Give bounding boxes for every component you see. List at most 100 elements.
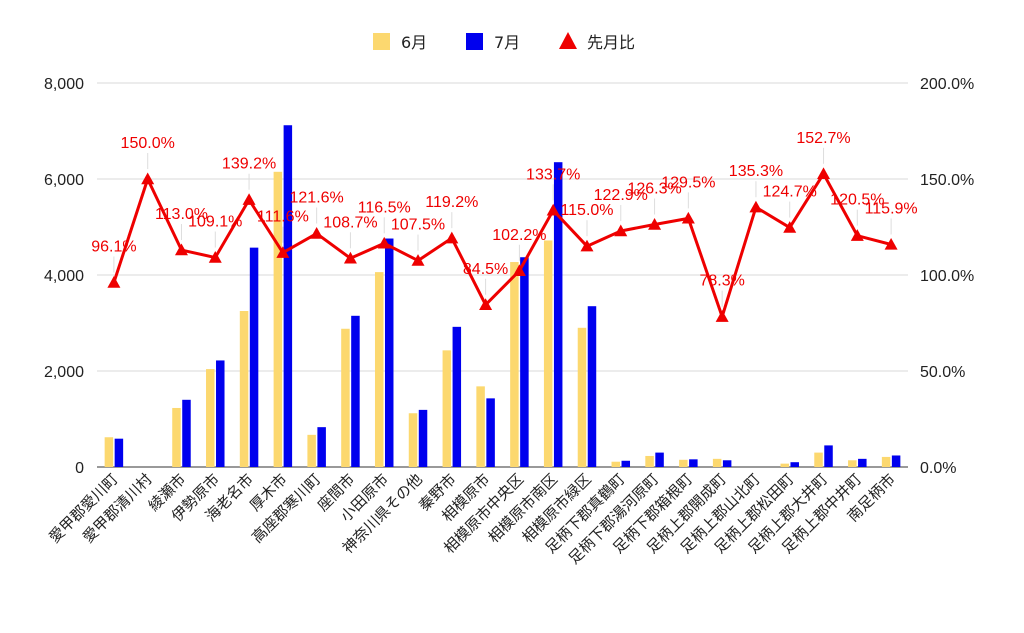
ratio-data-label: 113.0% [155, 206, 208, 223]
gridlines [97, 82, 908, 468]
bar-july [891, 455, 901, 467]
ratio-point-marker [580, 239, 594, 252]
left-tick-label: 4,000 [44, 268, 84, 285]
ratio-data-label: 78.3% [699, 273, 744, 290]
bar-july [452, 326, 462, 467]
ratio-point-marker [783, 221, 797, 233]
bar-june [341, 328, 350, 467]
bar-june [476, 386, 485, 467]
bar-june [645, 455, 654, 467]
ratio-data-label: 150.0% [121, 135, 175, 152]
legend-item[interactable]: 7月 [466, 33, 520, 52]
ratio-point-marker [749, 200, 763, 213]
ratio-point-marker [242, 193, 256, 205]
legend-label: 6月 [401, 33, 427, 52]
ratio-point-marker [715, 310, 729, 322]
bar-july [418, 409, 428, 467]
ratio-data-label: 111.6% [257, 209, 309, 226]
legend-item[interactable]: 6月 [373, 33, 427, 52]
ratio-point-marker [546, 203, 560, 216]
bar-july [553, 162, 563, 467]
ratio-data-label: 102.2% [492, 227, 546, 244]
bar-june [408, 413, 418, 467]
bar-june [172, 407, 181, 467]
ratio-point-marker [512, 264, 526, 276]
ratio-data-label: 84.5% [463, 261, 508, 278]
ratio-data-label: 120.5% [830, 192, 884, 209]
ratio-point-marker [343, 251, 357, 264]
bar-june [442, 350, 452, 467]
right-axis-ticks: 0.0% 50.0% 100.0% 150.0% 200.0% [920, 76, 974, 477]
legend-label: 先月比 [587, 33, 635, 52]
ratio-point-marker [614, 224, 628, 237]
left-tick-label: 0 [75, 460, 84, 477]
bar-june [577, 327, 587, 467]
ratio-data-label: 116.5% [358, 199, 411, 216]
bar-july [722, 460, 732, 467]
bar-july [689, 459, 698, 467]
bar-july [587, 306, 597, 467]
bar-june [374, 272, 384, 467]
bar-june [273, 171, 283, 468]
legend-triangle-icon [559, 32, 577, 49]
ratio-point-marker [276, 246, 290, 258]
ratio-data-label: 108.7% [323, 214, 377, 231]
left-tick-label: 8,000 [44, 76, 84, 93]
bar-june [848, 460, 857, 467]
right-tick-label: 100.0% [920, 268, 974, 285]
ratio-data-label: 124.7% [763, 184, 817, 201]
ratio-point-marker [377, 236, 391, 249]
legend-item[interactable]: 先月比 [559, 32, 635, 52]
ratio-point-marker [681, 211, 695, 224]
bar-june [510, 262, 519, 467]
ratio-point-marker [648, 218, 662, 230]
bar-july [317, 427, 326, 467]
ratio-data-label: 139.2% [222, 156, 276, 173]
legend[interactable]: 6月 7月 先月比 [373, 32, 635, 52]
ratio-data-label: 122.9% [594, 187, 648, 204]
ratio-line [112, 172, 892, 319]
bar-june [712, 458, 722, 467]
ratio-data-label: 133.7% [526, 166, 580, 183]
bar-june [543, 240, 553, 467]
bar-june [611, 461, 621, 467]
bar-july [621, 460, 631, 467]
ratio-point-marker [884, 237, 898, 250]
ratio-point-marker [141, 172, 155, 185]
ratio-point-marker [174, 243, 188, 256]
bar-june [104, 437, 114, 467]
bar-july [351, 315, 360, 467]
left-axis-ticks: 0 2,000 4,000 6,000 8,000 [44, 76, 84, 477]
ratio-data-label: 126.3% [627, 181, 681, 198]
left-tick-label: 2,000 [44, 364, 84, 381]
ratio-data-label: 152.7% [796, 130, 850, 147]
bar-june [780, 463, 789, 467]
bar-june [679, 459, 688, 467]
ratio-point-marker [310, 227, 324, 239]
ratio-data-label: 115.0% [560, 202, 613, 219]
bar-july [486, 398, 495, 467]
ratio-data-label: 129.5% [661, 174, 715, 191]
bar-july [655, 452, 664, 467]
bar-june [206, 369, 215, 467]
bar-june [307, 434, 316, 467]
legend-swatch [373, 33, 390, 50]
bar-june [239, 311, 249, 467]
bar-july [216, 360, 225, 467]
ratio-data-label: 135.3% [729, 163, 783, 180]
legend-label: 7月 [494, 33, 520, 52]
ratio-point-marker [107, 275, 121, 288]
ratio-data-label: 115.9% [865, 200, 918, 217]
category-labels: 愛甲郡愛川町愛甲郡清川村綾瀬市伊勢原市海老名市厚木市高座郡寒川町座間市小田原市神… [45, 470, 899, 568]
bar-july [283, 125, 293, 468]
left-tick-label: 6,000 [44, 172, 84, 189]
ratio-data-label: 107.5% [391, 217, 445, 234]
ratio-data-label: 119.2% [425, 194, 478, 211]
ratio-point-marker [479, 298, 493, 310]
bar-july [520, 257, 529, 467]
ratio-point-marker [817, 167, 831, 180]
ratio-line-series: 96.1% 150.0% 113.0%109.1% 139.2% 111.6% 121.6… [91, 130, 918, 322]
ratio-point-marker [445, 231, 459, 244]
ratio-data-label: 121.6% [290, 190, 344, 207]
